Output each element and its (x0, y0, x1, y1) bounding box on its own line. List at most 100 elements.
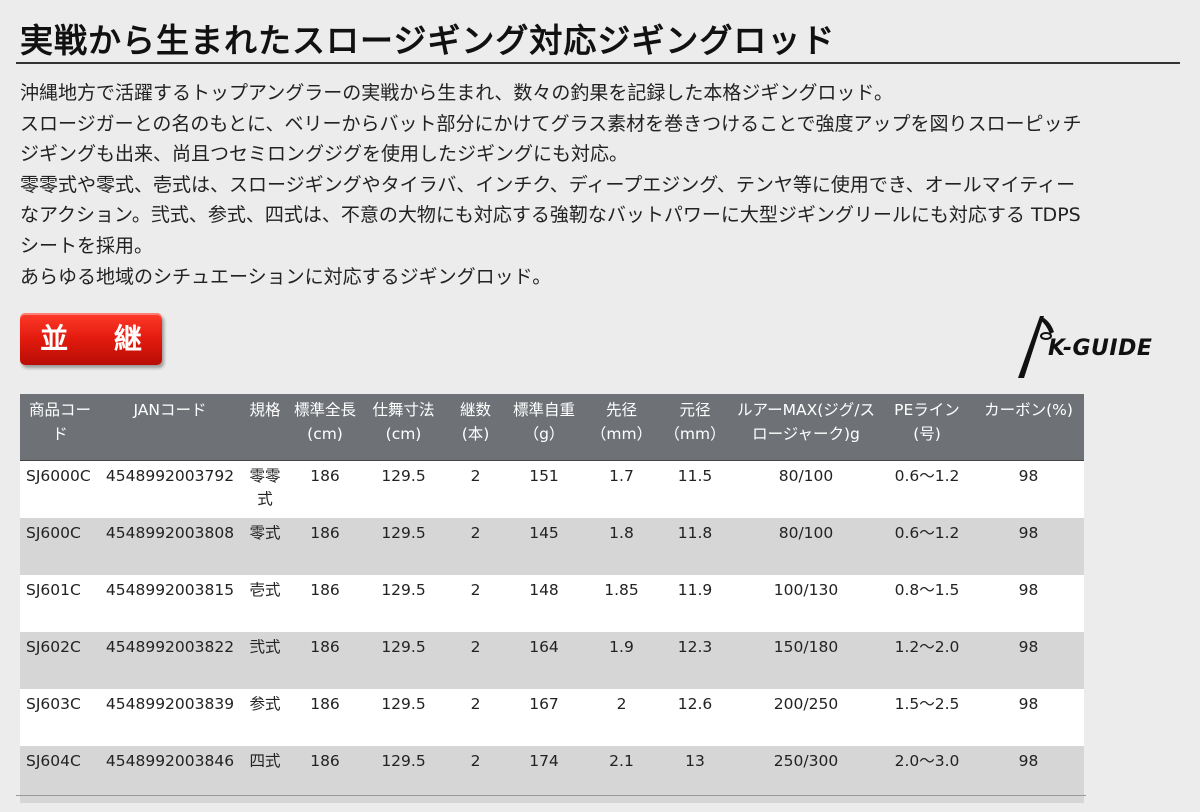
table-row: SJ603C 4548992003839 参式 186 129.5 2 167 … (20, 689, 1084, 746)
cell-tip-diameter: 1.9 (584, 632, 659, 689)
header-product-code: 商品コード (20, 394, 100, 461)
cell-pieces: 2 (447, 632, 504, 689)
cell-jan-code: 4548992003822 (100, 632, 240, 689)
cell-length: 186 (290, 575, 360, 632)
cell-spec: 四式 (240, 746, 290, 803)
cell-jan-code: 4548992003839 (100, 689, 240, 746)
cell-butt-diameter: 12.3 (659, 632, 731, 689)
cell-lure-max: 250/300 (731, 746, 881, 803)
cell-product-code: SJ604C (20, 746, 100, 803)
cell-closed-length: 129.5 (360, 518, 447, 575)
cell-butt-diameter: 11.8 (659, 518, 731, 575)
cell-pe-line: 1.5～2.5 (881, 689, 973, 746)
bottom-divider (16, 795, 1086, 796)
header-weight: 標準自重（g） (504, 394, 584, 461)
header-closed-length: 仕舞寸法(cm) (360, 394, 447, 461)
cell-pe-line: 2.0～3.0 (881, 746, 973, 803)
cell-pe-line: 0.6～1.2 (881, 518, 973, 575)
cell-lure-max: 80/100 (731, 460, 881, 518)
header-butt-diameter: 元径（mm） (659, 394, 731, 461)
cell-length: 186 (290, 689, 360, 746)
cell-tip-diameter: 1.7 (584, 460, 659, 518)
cell-jan-code: 4548992003815 (100, 575, 240, 632)
header-spec: 規格 (240, 394, 290, 461)
cell-butt-diameter: 11.9 (659, 575, 731, 632)
description-line: ジギングも出来、尚且つセミロングジグを使用したジギングにも対応。 (20, 143, 629, 166)
header-carbon: カーボン(%) (973, 394, 1084, 461)
cell-jan-code: 4548992003792 (100, 460, 240, 518)
cell-butt-diameter: 12.6 (659, 689, 731, 746)
cell-pieces: 2 (447, 460, 504, 518)
cell-tip-diameter: 2.1 (584, 746, 659, 803)
cell-lure-max: 150/180 (731, 632, 881, 689)
cell-lure-max: 200/250 (731, 689, 881, 746)
cell-lure-max: 100/130 (731, 575, 881, 632)
cell-jan-code: 4548992003808 (100, 518, 240, 575)
table-row: SJ6000C 4548992003792 零零式 186 129.5 2 15… (20, 460, 1084, 518)
header-pieces: 継数(本) (447, 394, 504, 461)
cell-pieces: 2 (447, 575, 504, 632)
logo-text: K-GUIDE (1048, 336, 1153, 361)
page-title: 実戦から生まれたスロージギング対応ジギングロッド (20, 21, 836, 60)
cell-length: 186 (290, 746, 360, 803)
cell-carbon: 98 (973, 575, 1084, 632)
cell-tip-diameter: 2 (584, 689, 659, 746)
cell-length: 186 (290, 460, 360, 518)
cell-length: 186 (290, 632, 360, 689)
cell-length: 186 (290, 518, 360, 575)
joint-type-badge: 並 継 (20, 313, 162, 365)
cell-jan-code: 4548992003846 (100, 746, 240, 803)
cell-product-code: SJ600C (20, 518, 100, 575)
header-tip-diameter: 先径（mm） (584, 394, 659, 461)
table-row: SJ601C 4548992003815 壱式 186 129.5 2 148 … (20, 575, 1084, 632)
header-lure-max: ルアーMAX(ジグ/スロージャーク)g (731, 394, 881, 461)
table-row: SJ602C 4548992003822 弐式 186 129.5 2 164 … (20, 632, 1084, 689)
cell-carbon: 98 (973, 632, 1084, 689)
cell-butt-diameter: 13 (659, 746, 731, 803)
guide-ring-logo-icon (1018, 316, 1054, 378)
header-length: 標準全長(cm) (290, 394, 360, 461)
header-jan-code: JANコード (100, 394, 240, 461)
cell-pieces: 2 (447, 746, 504, 803)
cell-weight: 145 (504, 518, 584, 575)
title-divider (16, 62, 1180, 64)
cell-butt-diameter: 11.5 (659, 460, 731, 518)
description-line: スロージガーとの名のもとに、ベリーからバット部分にかけてグラス素材を巻きつけるこ… (20, 112, 1082, 135)
description-line: シートを採用。 (20, 234, 154, 257)
cell-weight: 151 (504, 460, 584, 518)
cell-closed-length: 129.5 (360, 460, 447, 518)
table-header-row: 商品コード JANコード 規格 標準全長(cm) 仕舞寸法(cm) 継数(本) … (20, 394, 1084, 461)
product-description: 沖縄地方で活躍するトップアングラーの実戦から生まれ、数々の釣果を記録した本格ジギ… (20, 78, 1185, 292)
cell-pe-line: 0.6～1.2 (881, 460, 973, 518)
cell-spec: 零零式 (240, 460, 290, 518)
cell-closed-length: 129.5 (360, 575, 447, 632)
cell-tip-diameter: 1.85 (584, 575, 659, 632)
description-line: なアクション。弐式、参式、四式は、不意の大物にも対応する強靭なバットパワーに大型… (20, 204, 1081, 227)
cell-spec: 零式 (240, 518, 290, 575)
cell-closed-length: 129.5 (360, 689, 447, 746)
cell-weight: 167 (504, 689, 584, 746)
header-pe-line: PEライン(号) (881, 394, 973, 461)
cell-closed-length: 129.5 (360, 632, 447, 689)
table-row: SJ604C 4548992003846 四式 186 129.5 2 174 … (20, 746, 1084, 803)
cell-pe-line: 0.8～1.5 (881, 575, 973, 632)
description-line: 沖縄地方で活躍するトップアングラーの実戦から生まれ、数々の釣果を記録した本格ジギ… (20, 82, 894, 104)
k-guide-logo: K-GUIDE (1010, 310, 1185, 380)
table-row: SJ600C 4548992003808 零式 186 129.5 2 145 … (20, 518, 1084, 575)
cell-product-code: SJ601C (20, 575, 100, 632)
description-line: 零零式や零式、壱式は、スロージギングやタイラバ、インチク、ディープエジング、テン… (20, 173, 1076, 196)
cell-lure-max: 80/100 (731, 518, 881, 575)
cell-product-code: SJ602C (20, 632, 100, 689)
spec-table: 商品コード JANコード 規格 標準全長(cm) 仕舞寸法(cm) 継数(本) … (20, 394, 1084, 803)
cell-spec: 参式 (240, 689, 290, 746)
cell-product-code: SJ6000C (20, 460, 100, 518)
cell-carbon: 98 (973, 689, 1084, 746)
cell-weight: 174 (504, 746, 584, 803)
cell-carbon: 98 (973, 518, 1084, 575)
cell-carbon: 98 (973, 460, 1084, 518)
cell-closed-length: 129.5 (360, 746, 447, 803)
cell-product-code: SJ603C (20, 689, 100, 746)
cell-pieces: 2 (447, 518, 504, 575)
cell-weight: 148 (504, 575, 584, 632)
description-line: あらゆる地域のシチュエーションに対応するジギングロッド。 (20, 265, 552, 288)
